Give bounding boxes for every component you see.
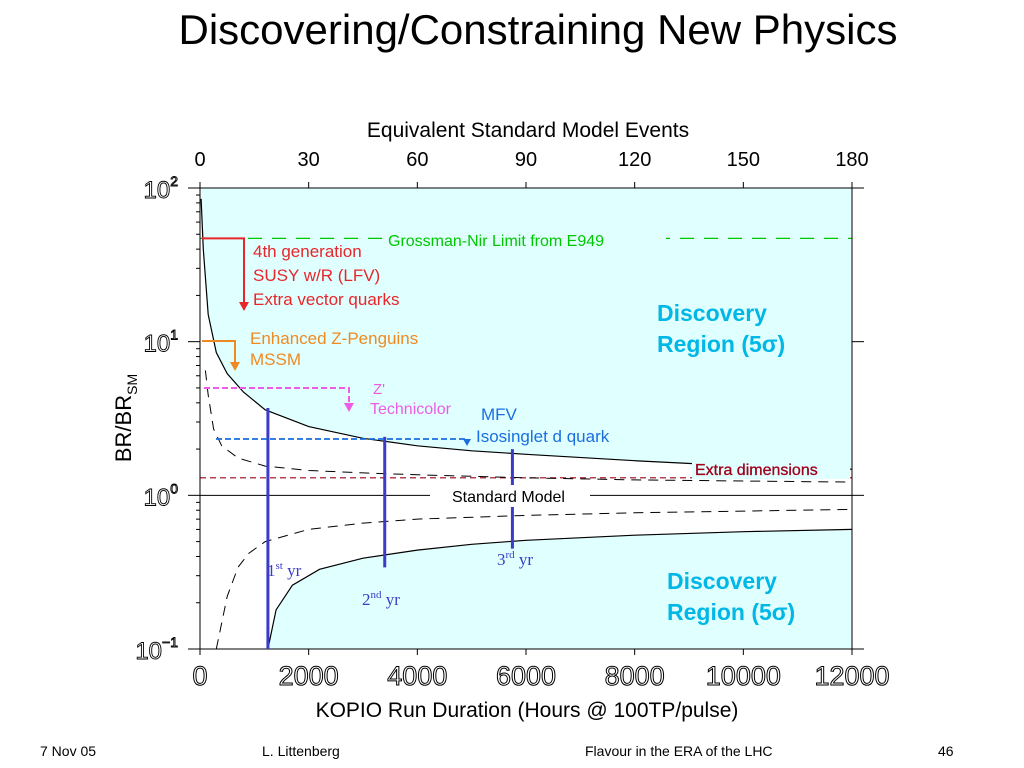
x2-axis-label: Equivalent Standard Model Events bbox=[367, 119, 689, 142]
discovery-region-label: Discovery bbox=[667, 568, 777, 594]
x2-tick-label: 30 bbox=[298, 149, 320, 171]
extra-dimensions-label-bg bbox=[692, 460, 850, 479]
plot-background bbox=[201, 188, 852, 649]
year-marker-label: 3rd yr bbox=[497, 549, 533, 569]
x2-tick-label: 60 bbox=[406, 149, 428, 171]
arrow-head-blue bbox=[463, 439, 471, 446]
y-tick-label: 102 bbox=[144, 173, 179, 204]
grossman-nir-label-bg bbox=[384, 230, 666, 250]
model-label-red: Extra vector quarks bbox=[253, 290, 399, 309]
y-tick-label: 100 bbox=[144, 480, 179, 511]
model-label-red: 4th generation bbox=[253, 242, 362, 261]
model-label-magenta: Z' bbox=[373, 381, 385, 398]
x2-tick-label: 90 bbox=[515, 149, 537, 171]
discovery-region-upper bbox=[201, 188, 852, 470]
axes: 0 2000 4000 6000 8000 10000 12000 0 30 60 90 120 150… bbox=[111, 119, 890, 722]
arrow-head-red bbox=[239, 302, 249, 311]
x-axis-label: KOPIO Run Duration (Hours @ 100TP/pulse) bbox=[316, 699, 739, 722]
x-tick-label: 8000 bbox=[605, 661, 665, 691]
chart: 0 2000 4000 6000 8000 10000 12000 0 30 60 90 120 150… bbox=[111, 119, 890, 722]
model-label-orange: Enhanced Z-Penguins bbox=[250, 329, 418, 348]
lower-5sigma-curve bbox=[267, 528, 853, 650]
slide-title: Discovering/Constraining New Physics bbox=[178, 6, 898, 53]
x-tick-label: 12000 bbox=[814, 661, 889, 691]
model-bracket-orange bbox=[202, 340, 236, 366]
model-label-magenta: Technicolor bbox=[370, 401, 452, 418]
arrow-head-magenta bbox=[344, 403, 354, 412]
footer-page: 46 bbox=[938, 743, 954, 759]
standard-model-label: Standard Model bbox=[452, 489, 565, 506]
x-tick-label: 6000 bbox=[496, 661, 556, 691]
x-tick-label: 2000 bbox=[279, 661, 339, 691]
extra-dimensions-label: Extra dimensions bbox=[695, 462, 818, 479]
discovery-region-lower bbox=[267, 529, 852, 649]
year-marker-label: 1st yr bbox=[267, 560, 302, 580]
y-tick-label: 101 bbox=[144, 327, 179, 358]
year-marker-label: 2nd yr bbox=[362, 589, 400, 609]
model-label-blue: Isosinglet d quark bbox=[476, 427, 610, 446]
x2-tick-label: 120 bbox=[618, 149, 651, 171]
discovery-region-label: Region (5σ) bbox=[657, 331, 785, 357]
model-label-red: SUSY w/R (LFV) bbox=[253, 266, 380, 285]
footer-author: L. Littenberg bbox=[262, 743, 340, 759]
annotations: 1st yr 2nd yr 3rd yr Grossman-Nir Limit fro… bbox=[202, 230, 850, 649]
y-tick-label: 10−1 bbox=[135, 634, 178, 665]
upper-5sigma-curve bbox=[200, 198, 853, 470]
footer-date: 7 Nov 05 bbox=[40, 743, 97, 759]
model-bracket-red bbox=[202, 237, 245, 306]
arrow-head-orange bbox=[230, 362, 240, 371]
x-tick-label: 10000 bbox=[706, 661, 781, 691]
model-bracket-magenta bbox=[204, 387, 350, 407]
y-axis-label: BR/BRSM bbox=[111, 374, 140, 462]
discovery-region-label: Region (5σ) bbox=[667, 599, 795, 625]
x-tick-label: 0 bbox=[192, 661, 207, 691]
model-label-orange: MSSM bbox=[250, 350, 301, 369]
upper-dashed-curve bbox=[204, 370, 853, 483]
x2-tick-label: 180 bbox=[835, 149, 868, 171]
grossman-nir-label: Grossman-Nir Limit from E949 bbox=[388, 233, 604, 250]
lower-dashed-curve bbox=[215, 508, 853, 650]
footer-event: Flavour in the ERA of the LHC bbox=[585, 743, 773, 759]
standard-model-label-bg bbox=[430, 485, 590, 507]
x2-tick-label: 0 bbox=[194, 149, 205, 171]
discovery-region-label: Discovery bbox=[657, 300, 767, 326]
model-label-blue: MFV bbox=[481, 405, 518, 424]
x-tick-label: 4000 bbox=[387, 661, 447, 691]
x2-tick-label: 150 bbox=[727, 149, 760, 171]
